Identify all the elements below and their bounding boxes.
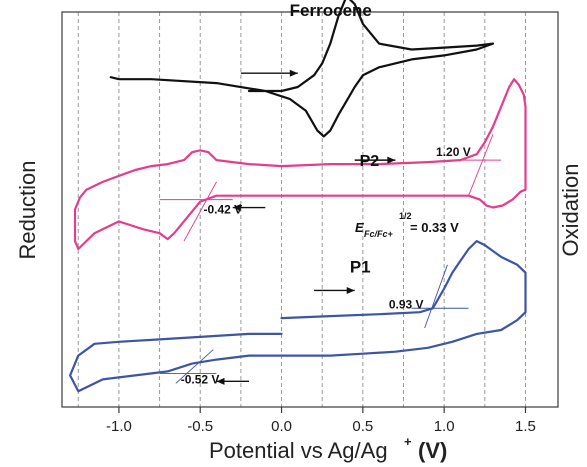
series-p1-trace — [68, 240, 527, 393]
scan-arrow — [216, 377, 250, 385]
x-tick-label: 1.0 — [434, 418, 455, 435]
scan-direction-arrows — [216, 69, 396, 385]
plot-frame — [61, 11, 559, 408]
x-tick-label: -0.5 — [187, 418, 213, 435]
x-tick-label: 1.5 — [515, 418, 536, 435]
x-axis-label: Potential vs Ag/Ag — [209, 438, 388, 463]
x-tick-label: -1.0 — [106, 418, 132, 435]
tangent-line-p1 — [424, 264, 448, 329]
x-tick-label: 0.0 — [271, 418, 292, 435]
x-tick-label: 0.5 — [352, 418, 373, 435]
tangent-line-p2 — [468, 134, 494, 196]
tangent-line-p1 — [175, 349, 214, 384]
annotation-1-20-v: 1.20 V — [436, 145, 471, 159]
half-wave-subscript: Fc/Fc+ — [364, 229, 394, 239]
scan-arrow — [240, 69, 298, 77]
scan-arrow — [354, 156, 396, 164]
scan-arrow — [314, 286, 355, 294]
annotation-p2: P2 — [360, 153, 380, 170]
half-wave-value: = 0.33 V — [410, 220, 459, 235]
x-axis-label-unit: (V) — [418, 438, 447, 463]
annotation-0-42-v: -0.42 V — [203, 202, 242, 216]
x-axis-title: Potential vs Ag/Ag + (V) — [209, 434, 447, 463]
annotation-0-93-v: 0.93 V — [389, 297, 424, 311]
annotations: Ferrocene P2 1.20 V -0.42 V P1 0.93 V -0.52 V — [181, 1, 471, 386]
x-axis-ticks: -1.0 -0.5 0.0 0.5 1.0 1.5 — [106, 407, 536, 435]
y-axis-label-right: Oxidation — [558, 164, 583, 257]
series-traces — [68, 0, 527, 393]
annotation-ferrocene: Ferrocene — [290, 1, 372, 20]
tangent-line-p2 — [183, 181, 217, 242]
annotation-p1: P1 — [350, 258, 371, 277]
y-axis-label-left: Reduction — [15, 160, 40, 259]
series-p2-trace — [73, 78, 527, 251]
series-ferrocene-trace — [109, 0, 495, 138]
vertical-grid — [77, 12, 526, 407]
half-wave-symbol: E — [355, 220, 364, 235]
half-wave-potential-label: E Fc/Fc+ 1/2 = 0.33 V — [355, 211, 459, 239]
half-wave-superscript: 1/2 — [399, 211, 412, 221]
x-axis-label-superscript: + — [404, 434, 412, 449]
tangent-lines — [159, 134, 502, 384]
scan-arrow — [232, 204, 266, 212]
annotation-0-52-v: -0.52 V — [181, 372, 220, 386]
